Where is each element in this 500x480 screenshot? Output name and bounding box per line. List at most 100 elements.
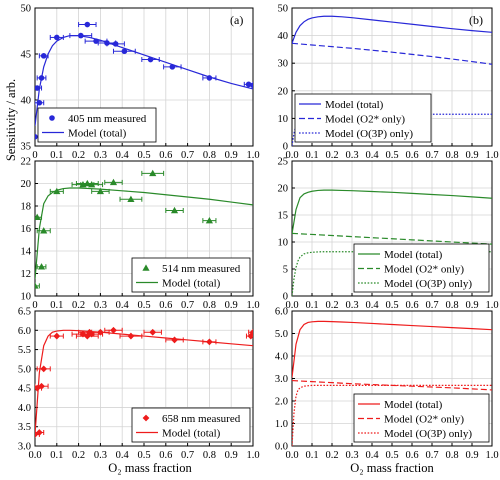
data-point — [96, 187, 104, 195]
plot-frame — [291, 7, 493, 147]
legend-label: Model (O2* only) — [384, 263, 464, 275]
x-tick-label: 0.6 — [159, 150, 172, 161]
y-tick-label: 5.0 — [18, 364, 31, 375]
y-tick-label: 10 — [278, 114, 289, 125]
x-tick-label: 0.4 — [116, 150, 130, 161]
x-axis-title-left: O₂ mass fraction — [108, 461, 192, 475]
data-point — [170, 206, 179, 214]
data-point — [205, 217, 213, 224]
x-tick-label: 0.7 — [181, 300, 194, 311]
x-tick-label: 0.3 — [94, 150, 107, 161]
y-tick-label: 0.0 — [275, 442, 288, 453]
data-point — [249, 328, 253, 336]
data-point — [53, 332, 61, 340]
legend-label: Model (total) — [68, 127, 127, 139]
series-line — [35, 35, 253, 126]
y-tick-label: 4.0 — [18, 403, 31, 414]
data-point — [83, 332, 91, 340]
data-point — [35, 134, 38, 140]
plot-frame — [291, 160, 493, 297]
data-point — [109, 178, 118, 186]
plot-area — [35, 21, 253, 140]
x-tick-label: 0.9 — [225, 450, 238, 461]
data-point — [149, 328, 157, 336]
x-tick-label: 0.8 — [203, 150, 216, 161]
y-tick-label: 20 — [278, 86, 289, 97]
x-tick-label: 0.9 — [465, 300, 478, 311]
data-point — [171, 336, 178, 344]
x-tick-label: 0.6 — [159, 450, 172, 461]
x-tick-label: 0.7 — [181, 150, 194, 161]
x-tick-label: 0.9 — [465, 450, 478, 461]
legend: Model (total) Model (O2* only) Model (O(3P… — [294, 93, 432, 143]
legend: Model (total) Model (O2* only) Model (O(3P… — [353, 393, 490, 443]
x-tick-label: 0.4 — [365, 300, 379, 311]
x-tick-label: 0.3 — [345, 450, 358, 461]
chart-a-405: 0 0.1 0.2 0.3 0.4 0.5 0.6 0.7 0.8 0.9 1.0 35 40 45 50 4… — [21, 4, 260, 162]
x-tick-label: 0.8 — [445, 300, 458, 311]
y-tick-label: 5.0 — [275, 329, 288, 340]
legend-label: Model (total) — [384, 249, 443, 261]
x-tick-label: 0.0 — [28, 450, 41, 461]
x-tick-label: 0.8 — [203, 300, 216, 311]
y-tick-label: 20 — [21, 179, 32, 190]
data-point — [38, 382, 45, 390]
legend-label: 658 nm measured — [162, 413, 241, 425]
x-tick-label: 0.2 — [325, 300, 338, 311]
y-tick-label: 25 — [278, 157, 289, 168]
x-tick-label: 0 — [32, 150, 37, 161]
x-tick-label: 0.6 — [405, 300, 418, 311]
x-tick-label: 0.7 — [425, 450, 438, 461]
data-point — [40, 227, 48, 234]
data-point — [127, 195, 135, 202]
y-tick-label: 4.5 — [18, 384, 31, 395]
x-tick-label: 0.0 — [285, 150, 298, 161]
y-tick-label: 6.0 — [18, 326, 31, 337]
panel-label: (b) — [469, 13, 483, 27]
y-tick-label: 40 — [278, 31, 289, 42]
y-tick-label: 14 — [21, 247, 32, 258]
x-tick-label: 0.8 — [445, 450, 458, 461]
data-point — [247, 332, 253, 340]
x-tick-label: 0.1 — [50, 150, 63, 161]
x-tick-label: 0.5 — [385, 150, 398, 161]
x-tick-label: 0.9 — [465, 150, 478, 161]
x-tick-label: 1.0 — [246, 150, 259, 161]
x-tick-label: 0.3 — [345, 300, 358, 311]
legend: 658 nm measured Model (total) — [131, 407, 251, 443]
y-tick-label: 0 — [283, 142, 288, 153]
series-line — [292, 320, 492, 378]
x-tick-label: 1.0 — [485, 300, 498, 311]
y-tick-label: 0 — [283, 292, 288, 303]
x-tick-label: 0.4 — [116, 300, 130, 311]
x-axis-title-right: O₂ mass fraction — [350, 461, 434, 475]
x-tick-label: 0.4 — [365, 150, 379, 161]
plot-area — [35, 326, 253, 438]
x-tick-label: 0.7 — [425, 150, 438, 161]
y-tick-label: 4.0 — [275, 352, 288, 363]
legend-label: Model (O2* only) — [384, 413, 464, 425]
y-tick-label: 50 — [278, 4, 289, 15]
plot-frame — [34, 310, 254, 447]
legend-label: Model (total) — [325, 99, 384, 111]
x-tick-label: 0.6 — [159, 300, 172, 311]
chart-b-658: 0.0 0.1 0.2 0.3 0.4 0.5 0.6 0.7 0.8 0.9 1.0 0.0 1.0 2… — [275, 307, 499, 462]
x-tick-label: 0.2 — [72, 150, 85, 161]
series-line — [292, 15, 492, 44]
x-tick-label: 0.1 — [50, 300, 63, 311]
x-tick-label: 0.1 — [50, 450, 63, 461]
x-tick-label: 0.2 — [72, 450, 85, 461]
data-point — [127, 332, 135, 340]
legend: Model (total) Model (O2* only) Model (O(3P… — [353, 243, 490, 293]
x-tick-label: 0.6 — [405, 150, 418, 161]
series-line — [292, 189, 492, 234]
x-tick-label: 0.1 — [305, 450, 318, 461]
data-point — [40, 365, 48, 373]
y-tick-label: 5.5 — [18, 345, 31, 356]
legend-label: Model (total) — [384, 399, 443, 411]
x-tick-label: 0.0 — [285, 450, 298, 461]
legend: 405 nm measured Model (total) — [37, 107, 157, 143]
legend-box — [131, 257, 251, 293]
data-point — [110, 326, 117, 334]
